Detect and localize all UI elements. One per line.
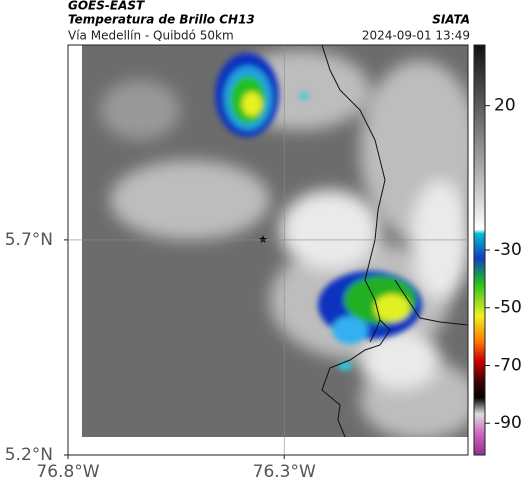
colorbar-tick-label: -90 [494,413,522,433]
map-frame [67,44,469,456]
subtitle: Vía Medellín - Quibdó 50km [68,29,234,43]
colorbar-tick-label: -70 [494,355,522,375]
timestamp: 2024-09-01 13:49 [362,29,470,43]
source: GOES-EAST [68,0,145,13]
satellite-image: ★ [82,45,468,437]
x-tick-label: 76.3°W [253,462,316,482]
title: Temperatura de Brillo CH13 [68,13,255,27]
svg-text:★: ★ [258,233,268,246]
colorbar-tick-label: 20 [494,96,516,116]
colorbar-tick-label: -30 [494,240,522,260]
y-tick-label: 5.2°N [5,445,53,465]
colorbar-tick-label: -50 [494,298,522,318]
y-tick-label: 5.7°N [5,230,53,250]
colorbar [473,44,486,456]
agency: SIATA [432,13,470,27]
x-tick-label: 76.8°W [36,462,99,482]
